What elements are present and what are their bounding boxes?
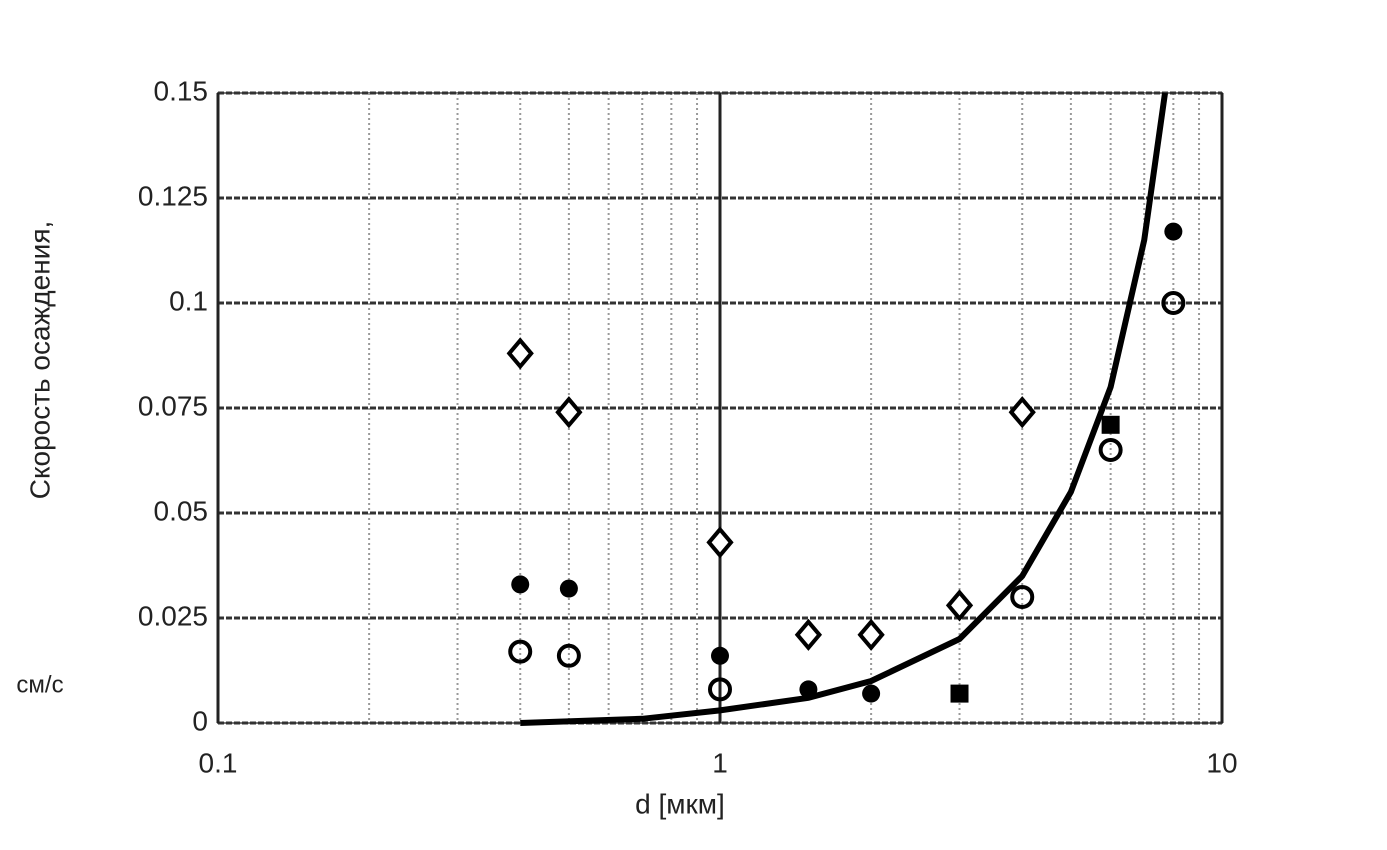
diamond-marker bbox=[794, 618, 823, 651]
y-tick-label: 0 bbox=[192, 705, 208, 736]
square-marker bbox=[950, 684, 969, 703]
fit-curve bbox=[520, 92, 1168, 726]
filled-circle-marker bbox=[711, 646, 729, 665]
y-axis-unit: см/с bbox=[16, 671, 63, 698]
filled-circle-marker bbox=[1164, 222, 1183, 241]
y-tick-label: 0.15 bbox=[154, 75, 209, 106]
open-circle-marker bbox=[1161, 291, 1186, 315]
x-tick-label: 0.1 bbox=[199, 747, 238, 778]
y-tick-label: 0.1 bbox=[169, 285, 208, 316]
x-tick-label: 10 bbox=[1206, 747, 1237, 778]
x-tick-label: 1 bbox=[712, 747, 728, 778]
filled-circle-marker bbox=[559, 579, 578, 598]
open-circle-marker bbox=[708, 677, 732, 702]
open-circle-marker bbox=[508, 639, 533, 664]
y-axis-label: Скорость осаждения, bbox=[24, 221, 55, 500]
y-tick-label: 0.05 bbox=[154, 495, 209, 526]
open-circle-marker bbox=[1098, 438, 1123, 462]
open-circle-marker bbox=[1010, 585, 1035, 609]
open-circle-marker bbox=[556, 643, 581, 668]
y-tick-label: 0.025 bbox=[138, 600, 208, 631]
square-marker bbox=[1101, 415, 1120, 434]
diamond-marker bbox=[945, 589, 974, 622]
diamond-marker bbox=[857, 618, 885, 651]
diamond-marker bbox=[506, 337, 534, 370]
filled-circle-marker bbox=[862, 684, 881, 703]
diamond-marker bbox=[706, 526, 734, 559]
filled-circle-marker bbox=[511, 575, 530, 594]
y-tick-label: 0.075 bbox=[138, 390, 208, 421]
x-axis-label: d [мкм] bbox=[635, 788, 725, 819]
y-tick-label: 0.125 bbox=[138, 180, 208, 211]
diamond-marker bbox=[1008, 396, 1036, 429]
diamond-marker bbox=[555, 396, 583, 429]
